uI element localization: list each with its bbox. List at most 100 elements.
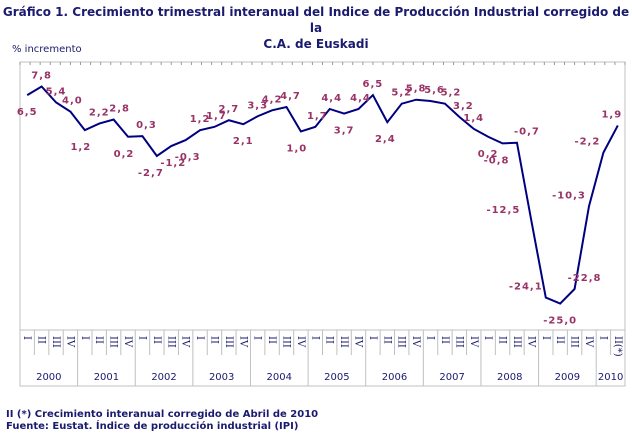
quarter-tick-label: II (381, 336, 392, 344)
year-tick-label: 2010 (598, 372, 623, 383)
data-label: 3,7 (334, 126, 355, 137)
data-label: 1,2 (190, 114, 211, 125)
quarter-tick-label: II (93, 336, 104, 344)
quarter-tick-label: III (108, 336, 119, 348)
data-label: 5,6 (424, 85, 445, 96)
data-label: 2,1 (233, 136, 254, 147)
data-label: 6,5 (363, 79, 384, 90)
year-tick-label: 2000 (36, 372, 61, 383)
data-label: 4,7 (280, 91, 301, 102)
quarter-tick-label: IV (353, 336, 364, 348)
data-label: -2,7 (138, 168, 164, 179)
chart-area: I II III IV I II III IV I II III IV I II III IV I II III IV… (17, 61, 626, 387)
data-label: 0,2 (114, 149, 135, 160)
data-label: -25,0 (543, 316, 577, 327)
quarter-tick-label: IV (64, 336, 75, 348)
year-tick-label: 2003 (209, 372, 234, 383)
quarter-tick-label: II (554, 336, 565, 344)
year-tick-label: 2009 (555, 372, 580, 383)
quarter-tick-label: III (396, 336, 407, 348)
quarter-tick-label: I (309, 336, 320, 340)
data-label: 1,9 (601, 110, 622, 121)
data-label: -0,3 (175, 152, 201, 163)
quarter-tick-label: II (36, 336, 47, 344)
data-label: 2,7 (219, 104, 240, 115)
year-tick-label: 2008 (497, 372, 522, 383)
data-label: 2,8 (109, 104, 130, 115)
year-tick-label: 2001 (94, 372, 119, 383)
data-label: 7,8 (31, 70, 52, 81)
data-label: 5,4 (46, 86, 67, 97)
quarter-tick-label: III (338, 336, 349, 348)
chart-notes: II (*) Crecimiento interanual corregido … (6, 409, 318, 433)
quarter-tick-label: III (511, 336, 522, 348)
quarter-tick-label: I (482, 336, 493, 340)
data-label: 0,2 (478, 149, 499, 160)
quarter-tick-label: II (208, 336, 219, 344)
quarter-tick-label: I (79, 336, 90, 340)
data-label: 1,2 (70, 142, 91, 153)
quarter-tick-label: III (223, 336, 234, 348)
quarter-tick-label: IV (122, 336, 133, 348)
year-tick-label: 2004 (267, 372, 292, 383)
data-label: 4,4 (321, 93, 342, 104)
data-label: 3,2 (453, 101, 474, 112)
data-label: -10,3 (552, 190, 586, 201)
footnote: II (*) Crecimiento interanual corregido … (6, 409, 319, 420)
year-tick-label: 2007 (439, 372, 464, 383)
data-label: 5,2 (441, 88, 462, 99)
quarter-tick-label: II(*) (612, 336, 623, 357)
chart-title: Gráfico 1. Crecimiento trimestral intera… (0, 4, 632, 52)
quarter-tick-label: II (497, 336, 508, 344)
year-tick-label: 2002 (151, 372, 176, 383)
quarter-tick-label: II (439, 336, 450, 344)
quarter-tick-label: I (367, 336, 378, 340)
data-label: 1,0 (287, 143, 308, 154)
quarter-tick-label: I (252, 336, 263, 340)
data-label: 3,3 (247, 100, 268, 111)
quarter-tick-label: III (280, 336, 291, 348)
y-axis-label: % incremento (12, 44, 82, 55)
data-label: -0,8 (484, 155, 510, 166)
data-label: 2,2 (89, 108, 110, 119)
quarter-tick-label: II (266, 336, 277, 344)
quarter-tick-label: IV (468, 336, 479, 348)
data-label: 5,2 (391, 88, 412, 99)
data-label: -22,8 (568, 273, 602, 284)
quarter-tick-label: III (165, 336, 176, 348)
data-label: 1,7 (206, 111, 227, 122)
chart-title-line2: C.A. de Euskadi (263, 37, 369, 51)
quarter-tick-label: IV (410, 336, 421, 348)
year-tick-label: 2006 (382, 372, 407, 383)
quarter-tick-label: I (425, 336, 436, 340)
quarter-tick-label: II (324, 336, 335, 344)
data-label: 5,8 (406, 84, 427, 95)
quarter-tick-label: IV (237, 336, 248, 348)
data-label: 6,5 (17, 107, 38, 118)
quarter-tick-label: I (597, 336, 608, 340)
data-label: 2,4 (375, 134, 396, 145)
series-line (26, 85, 619, 305)
data-label: 4,4 (350, 93, 371, 104)
data-label: 1,7 (307, 111, 328, 122)
data-label: 4,0 (62, 96, 83, 107)
data-label: -2,2 (574, 137, 600, 148)
data-label: 1,4 (463, 113, 484, 124)
quarter-tick-label: III (453, 336, 464, 348)
quarter-tick-label: I (194, 336, 205, 340)
data-label: -24,1 (509, 282, 543, 293)
quarter-tick-label: IV (583, 336, 594, 348)
data-label: -12,5 (486, 205, 520, 216)
quarter-tick-label: III (50, 336, 61, 348)
quarter-tick-label: IV (180, 336, 191, 348)
quarter-tick-label: II (151, 336, 162, 344)
data-label: 4,2 (262, 94, 283, 105)
quarter-tick-label: I (136, 336, 147, 340)
source-note: Fuente: Eustat. Índice de producción ind… (6, 421, 299, 432)
quarter-tick-label: I (540, 336, 551, 340)
data-label: -1,2 (160, 158, 186, 169)
quarter-tick-label: IV (525, 336, 536, 348)
quarter-tick-label: III (569, 336, 580, 348)
year-tick-label: 2005 (324, 372, 349, 383)
data-label: 0,3 (136, 120, 157, 131)
